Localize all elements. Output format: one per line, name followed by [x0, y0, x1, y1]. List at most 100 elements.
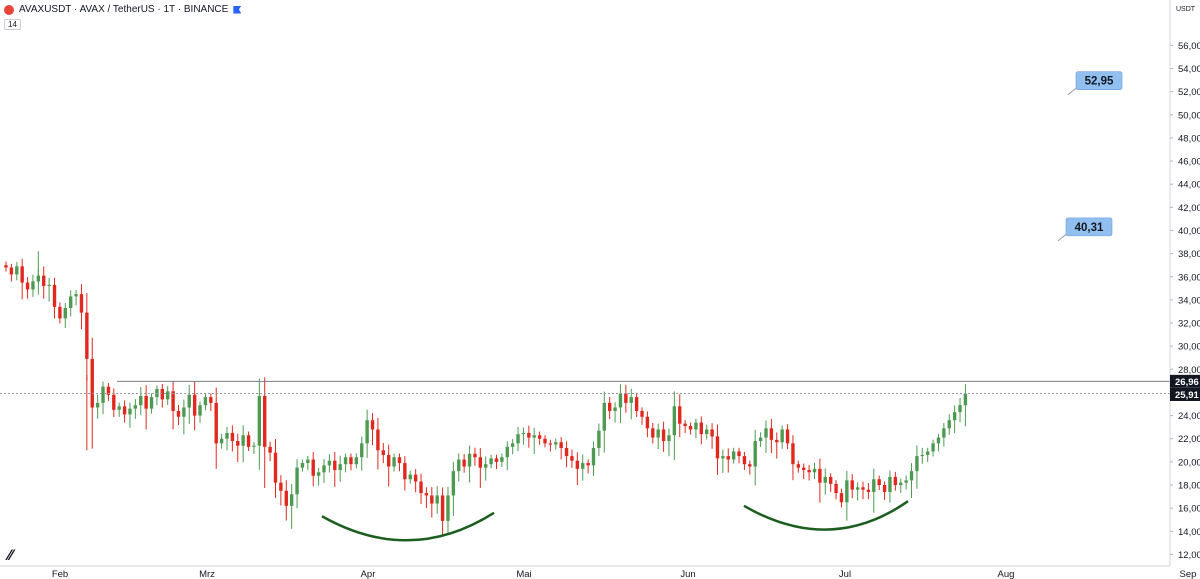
candle-body: [893, 476, 898, 486]
candle-body: [721, 456, 725, 459]
candle-body: [284, 490, 288, 506]
candle-body: [209, 397, 213, 403]
candle-body: [484, 464, 488, 468]
indicator-badge[interactable]: 14: [4, 19, 21, 30]
price-tick-label: 30,00: [1178, 342, 1200, 353]
candle-body: [683, 423, 687, 427]
candle-body: [365, 420, 369, 444]
candle-body: [354, 457, 359, 465]
candle-body: [591, 447, 596, 466]
candle-body: [645, 416, 650, 429]
candle-body: [758, 437, 763, 442]
candle-body: [812, 468, 817, 473]
candle-body: [446, 495, 450, 521]
candle-body: [828, 476, 833, 484]
price-tick-label: 12,00: [1178, 550, 1200, 561]
candle-body: [112, 394, 116, 410]
candle-body: [252, 445, 256, 447]
currency-label: USDT: [1176, 6, 1196, 13]
candle-body: [117, 406, 121, 410]
candle-body: [58, 306, 62, 319]
candle-body: [958, 405, 962, 413]
price-tick-label: 44,00: [1178, 180, 1200, 191]
candle-body: [122, 406, 127, 415]
price-tick-label: 14,00: [1178, 527, 1200, 538]
candle-body: [176, 410, 181, 417]
candle-body: [85, 312, 89, 359]
candle-body: [42, 275, 46, 287]
candle-body: [597, 430, 601, 448]
target-label-2-text: 40,31: [1075, 222, 1104, 234]
candle-body: [230, 432, 235, 442]
price-tick-label: 50,00: [1178, 110, 1200, 121]
candle-body: [575, 460, 580, 469]
candle-body: [79, 294, 84, 313]
candle-body: [457, 459, 461, 472]
flag-icon[interactable]: [233, 5, 242, 14]
candle-body: [629, 397, 633, 403]
candle-body: [532, 435, 536, 438]
candle-body: [219, 438, 224, 444]
candle-body: [872, 479, 876, 492]
candle-body: [430, 495, 434, 504]
candle-body: [785, 429, 790, 444]
candle-body: [769, 428, 774, 440]
candle-body: [726, 456, 730, 460]
candle-body: [909, 471, 914, 481]
candle-body: [925, 451, 930, 455]
price-tick-label: 34,00: [1178, 295, 1200, 306]
time-tick-label: Jun: [680, 569, 695, 579]
candle-body: [882, 485, 887, 492]
candle-body: [473, 453, 477, 458]
candle-body: [47, 284, 51, 287]
resistance-price-label-bg: [1170, 374, 1200, 388]
price-tick-label: 20,00: [1178, 457, 1200, 468]
candle-body: [527, 432, 531, 438]
candle-body: [20, 266, 24, 283]
candle-body: [936, 437, 941, 444]
candle-body: [327, 460, 332, 466]
candle-body: [397, 457, 402, 464]
candle-body: [462, 459, 466, 467]
symbol-logo-icon: [4, 4, 14, 15]
candle-body: [338, 464, 342, 470]
candle-body: [246, 435, 251, 447]
candle-body: [915, 456, 919, 472]
candle-body: [257, 395, 262, 446]
candle-body: [386, 454, 391, 467]
candle-body: [775, 439, 779, 443]
tradingview-logo-icon[interactable]: ⁄⁄: [8, 548, 13, 564]
time-tick-label: Aug: [998, 569, 1015, 579]
candle-body: [370, 420, 375, 430]
price-tick-label: 42,00: [1178, 203, 1200, 214]
candle-body: [478, 457, 483, 468]
candle-body: [419, 481, 423, 494]
candle-body: [952, 412, 957, 421]
candle-body: [564, 447, 569, 457]
candle-body: [316, 472, 321, 476]
candle-body: [182, 407, 186, 417]
candle-body: [554, 442, 558, 445]
price-axis: USDT 56,00 54,00 52,00 50,00 48,00 46,00 44,00 4…: [1169, 0, 1200, 579]
candle-body: [818, 468, 822, 483]
candle-body: [413, 474, 418, 482]
candle-body: [710, 429, 714, 437]
candle-body: [947, 420, 951, 429]
candle-body: [349, 457, 353, 465]
symbol-header[interactable]: AVAXUSDT · AVAX / TetherUS · 1T · BINANC…: [4, 4, 242, 15]
candle-body: [333, 460, 337, 470]
candle-body: [748, 464, 752, 467]
candle-body: [198, 405, 202, 416]
symbol-title: AVAXUSDT · AVAX / TetherUS · 1T · BINANC…: [19, 4, 229, 15]
candle-body: [139, 395, 143, 406]
candle-body: [586, 463, 590, 466]
candle-body: [4, 265, 8, 268]
candle-body: [731, 451, 736, 460]
candle-body: [807, 469, 811, 473]
candle-body: [705, 429, 709, 435]
candle-body: [624, 393, 628, 403]
price-tick-label: 38,00: [1178, 249, 1200, 260]
candle-body: [715, 436, 720, 459]
candle-body: [688, 426, 693, 430]
